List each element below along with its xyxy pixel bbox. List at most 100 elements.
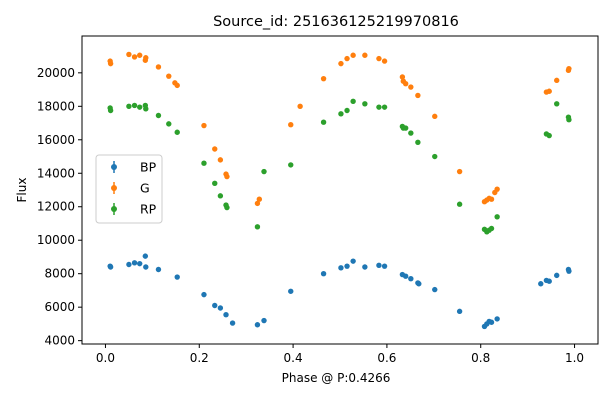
y-tick-label: 10000	[37, 233, 75, 247]
legend-label: RP	[140, 202, 157, 217]
data-point-rp	[376, 104, 382, 110]
data-point-g	[224, 173, 230, 180]
data-point-g	[488, 196, 495, 202]
data-point-rp	[288, 162, 294, 168]
data-point-rp	[488, 225, 495, 232]
legend-marker-icon	[111, 206, 117, 212]
legend: BP G RP	[95, 154, 163, 224]
data-point-g	[381, 58, 388, 64]
data-point-bp	[338, 265, 344, 271]
data-point-rp	[201, 160, 207, 166]
data-point-g	[212, 146, 218, 152]
data-point-bp	[229, 320, 236, 326]
data-point-rp	[166, 121, 172, 127]
x-axis-ticks: 0.0 0.2 0.4 0.6 0.8 1.0	[96, 344, 584, 365]
data-point-bp	[254, 322, 261, 328]
data-point-rp	[126, 103, 132, 110]
data-point-g	[320, 75, 327, 82]
data-point-bp	[416, 281, 422, 287]
data-point-rp	[554, 101, 560, 107]
y-tick-label: 6000	[44, 300, 75, 314]
data-point-rp	[432, 153, 438, 160]
legend-marker-icon	[111, 185, 117, 191]
data-point-rp	[350, 98, 356, 104]
y-tick-label: 4000	[44, 334, 75, 348]
data-point-g	[131, 54, 138, 60]
data-point-g	[256, 196, 263, 202]
data-point-bp	[402, 273, 409, 279]
data-point-bp	[494, 316, 500, 322]
data-point-rp	[107, 107, 114, 114]
data-point-rp	[415, 139, 421, 145]
data-point-g	[155, 64, 162, 70]
data-point-g	[217, 157, 224, 163]
data-point-bp	[320, 270, 327, 277]
data-point-bp	[344, 263, 350, 269]
data-point-rp	[136, 104, 143, 110]
data-point-g	[338, 60, 344, 67]
data-point-bp	[131, 260, 138, 266]
data-point-rp	[546, 132, 552, 139]
legend-marker-icon	[111, 164, 117, 170]
x-tick-label: 0.6	[377, 351, 396, 365]
data-point-bp	[408, 276, 414, 282]
data-point-g	[254, 200, 261, 207]
legend-box	[95, 154, 163, 224]
plot-frame	[81, 35, 599, 345]
data-point-g	[408, 84, 414, 90]
data-point-bp	[143, 264, 149, 270]
data-point-rp	[381, 104, 388, 110]
data-point-bp	[538, 281, 544, 287]
data-point-g	[415, 92, 421, 99]
data-point-rp	[408, 130, 414, 136]
y-tick-label: 16000	[37, 133, 75, 147]
y-tick-label: 18000	[37, 99, 75, 113]
data-point-rp	[494, 214, 500, 220]
data-point-g	[546, 88, 552, 94]
data-point-bp	[136, 260, 143, 267]
y-tick-label: 8000	[44, 267, 75, 281]
data-point-bp	[174, 274, 180, 280]
x-tick-label: 0.4	[284, 351, 303, 365]
data-point-rp	[402, 125, 409, 131]
x-axis-label: Phase @ P:0.4266	[282, 371, 391, 385]
data-point-rp	[456, 201, 463, 207]
data-point-bp	[217, 305, 224, 311]
y-tick-label: 12000	[37, 200, 75, 214]
data-point-bp	[288, 288, 294, 294]
data-point-bp	[261, 317, 267, 324]
chart-title: Source_id: 251636125219970816	[213, 14, 459, 30]
y-tick-label: 14000	[37, 166, 75, 180]
y-axis-ticks: 4000 6000 8000 10000 12000 14000 16000 18000 200…	[37, 66, 82, 348]
data-point-g	[344, 55, 350, 62]
data-point-bp	[142, 253, 149, 259]
x-tick-label: 0.8	[471, 351, 490, 365]
data-point-bp	[350, 258, 356, 264]
data-point-bp	[126, 261, 132, 268]
data-point-bp	[432, 286, 438, 293]
data-point-g	[432, 113, 438, 120]
data-point-bp	[566, 268, 572, 274]
data-points	[107, 51, 572, 330]
data-point-rp	[362, 101, 368, 107]
data-point-bp	[223, 312, 229, 318]
x-tick-label: 1.0	[565, 351, 584, 365]
data-point-rp	[566, 116, 572, 123]
data-point-rp	[217, 193, 224, 199]
series-g	[107, 51, 572, 207]
x-tick-label: 0.0	[96, 351, 115, 365]
data-point-g	[166, 73, 172, 79]
data-point-g	[288, 122, 294, 128]
data-point-bp	[546, 278, 552, 284]
data-point-g	[399, 74, 406, 80]
legend-label: BP	[140, 160, 157, 175]
data-point-rp	[174, 129, 180, 135]
data-point-g	[566, 65, 572, 72]
data-point-g	[297, 103, 303, 110]
data-point-bp	[554, 272, 560, 279]
data-point-rp	[155, 112, 162, 119]
data-point-g	[402, 81, 409, 87]
